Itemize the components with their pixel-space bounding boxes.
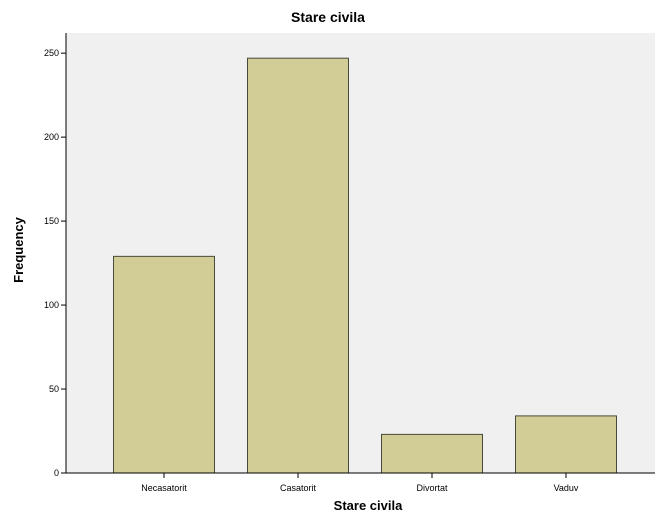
x-tick-label: Casatorit	[280, 483, 317, 493]
y-tick-label: 250	[44, 48, 59, 58]
chart-title: Stare civila	[291, 9, 365, 25]
bar-necasatorit	[113, 255, 215, 474]
x-tick-label: Vaduv	[554, 483, 579, 493]
y-axis-title: Frequency	[11, 216, 26, 283]
x-tick-label: Divortat	[416, 483, 448, 493]
y-axis-ticks: 0 50 100 150 200 250	[44, 48, 66, 478]
x-axis-title: Stare civila	[334, 498, 403, 513]
bars	[113, 57, 617, 474]
bar-divortat	[381, 433, 483, 474]
bar-casatorit	[247, 57, 349, 474]
y-tick-label: 0	[54, 468, 59, 478]
y-tick-label: 50	[49, 384, 59, 394]
y-tick-label: 100	[44, 300, 59, 310]
x-tick-label: Necasatorit	[141, 483, 187, 493]
bar-vaduv	[515, 415, 617, 474]
y-tick-label: 200	[44, 132, 59, 142]
y-tick-label: 150	[44, 216, 59, 226]
x-axis-ticks: Necasatorit Casatorit Divortat Vaduv	[141, 473, 579, 493]
